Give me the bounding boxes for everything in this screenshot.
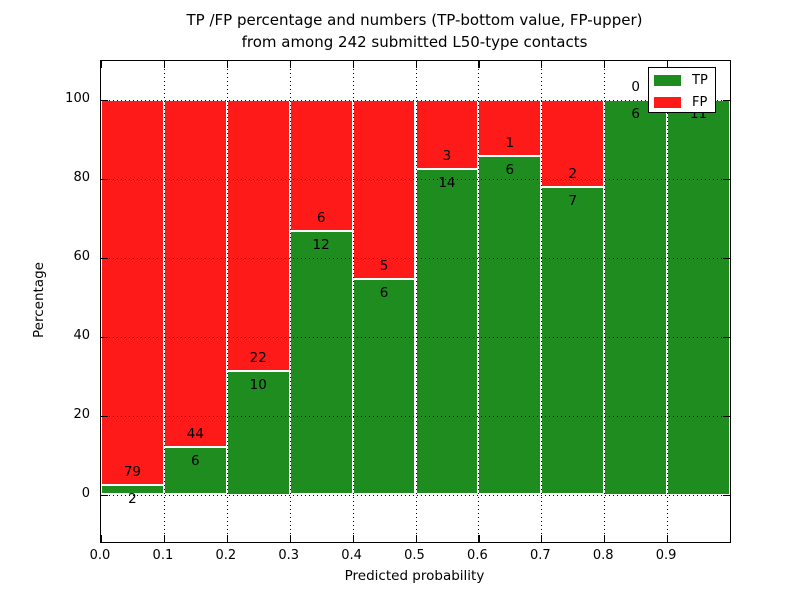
tp-count-label-5: 14 [438,175,456,192]
x-tick-label: 0.9 [655,548,677,563]
x-tick-label: 0.7 [529,548,551,563]
legend-label-fp: FP [692,94,708,110]
legend-item-tp: TP [654,70,715,90]
bar-segment-tp-4 [352,279,416,495]
bars-layer [101,61,730,542]
y-tick-label: 80 [73,169,90,185]
fp-count-label-6: 1 [505,134,515,151]
x-tick-label: 0.2 [215,548,237,563]
bar-segment-fp-5 [415,99,479,170]
fp-count-label-0: 79 [123,463,142,480]
plot-area: 792446221061256314162706011 TP FP [100,60,731,543]
x-tick-label: 0.0 [89,548,111,563]
fp-count-label-8: 0 [631,78,640,95]
bar-segment-fp-7 [541,99,605,188]
fp-count-label-3: 6 [316,210,326,227]
y-tick-label: 40 [73,327,90,343]
chart-title-line1: TP /FP percentage and numbers (TP-bottom… [186,11,643,29]
bar-segment-tp-0 [101,484,164,495]
fp-count-label-1: 44 [186,426,204,443]
fp-count-label-2: 22 [249,350,267,367]
x-tick-label: 0.1 [152,548,174,563]
bar-segment-tp-3 [289,231,353,495]
x-axis-label: Predicted probability [344,568,485,584]
legend-label-tp: TP [692,72,708,88]
tp-count-label-8: 6 [631,105,640,122]
bar-segment-fp-4 [352,99,416,280]
chart-title: TP /FP percentage and numbers (TP-bottom… [100,9,729,53]
bar-segment-tp-8 [604,99,668,495]
tp-count-label-2: 10 [249,377,267,394]
tp-color-swatch [654,74,681,86]
x-tick-label: 0.5 [404,548,425,563]
tp-count-label-1: 6 [191,453,200,470]
bar-segment-tp-9 [667,99,730,495]
tp-count-label-0: 2 [128,490,137,507]
annotations-layer: 792446221061256314162706011 [101,61,730,542]
tp-count-label-7: 7 [568,193,578,210]
x-tick-label: 0.4 [341,548,362,563]
fp-color-swatch [654,96,681,108]
bar-segment-tp-7 [541,187,605,495]
tp-count-label-3: 12 [312,237,330,254]
fp-count-label-5: 3 [442,148,452,165]
x-tick-label: 0.8 [592,548,614,563]
bar-segment-tp-2 [226,371,290,495]
bar-segment-fp-3 [289,99,353,232]
chart-title-line2: from among 242 submitted L50-type contac… [241,33,588,51]
bar-segment-fp-1 [163,99,227,448]
y-tick-label: 60 [73,248,90,264]
y-tick-label: 20 [73,406,90,422]
tp-count-label-4: 6 [379,285,389,302]
y-tick-label: 100 [65,90,90,106]
legend-item-fp: FP [654,92,715,112]
fp-count-label-4: 5 [379,258,389,275]
y-axis-label: Percentage [31,262,47,338]
bar-segment-fp-0 [101,99,164,485]
bar-segment-fp-6 [478,99,542,156]
x-tick-label: 0.6 [467,548,488,563]
y-tick-label: 0 [81,485,90,501]
legend: TP FP [648,67,716,113]
tp-count-label-6: 6 [505,161,515,178]
x-tick-label: 0.3 [278,548,300,563]
fp-count-label-7: 2 [568,166,578,183]
